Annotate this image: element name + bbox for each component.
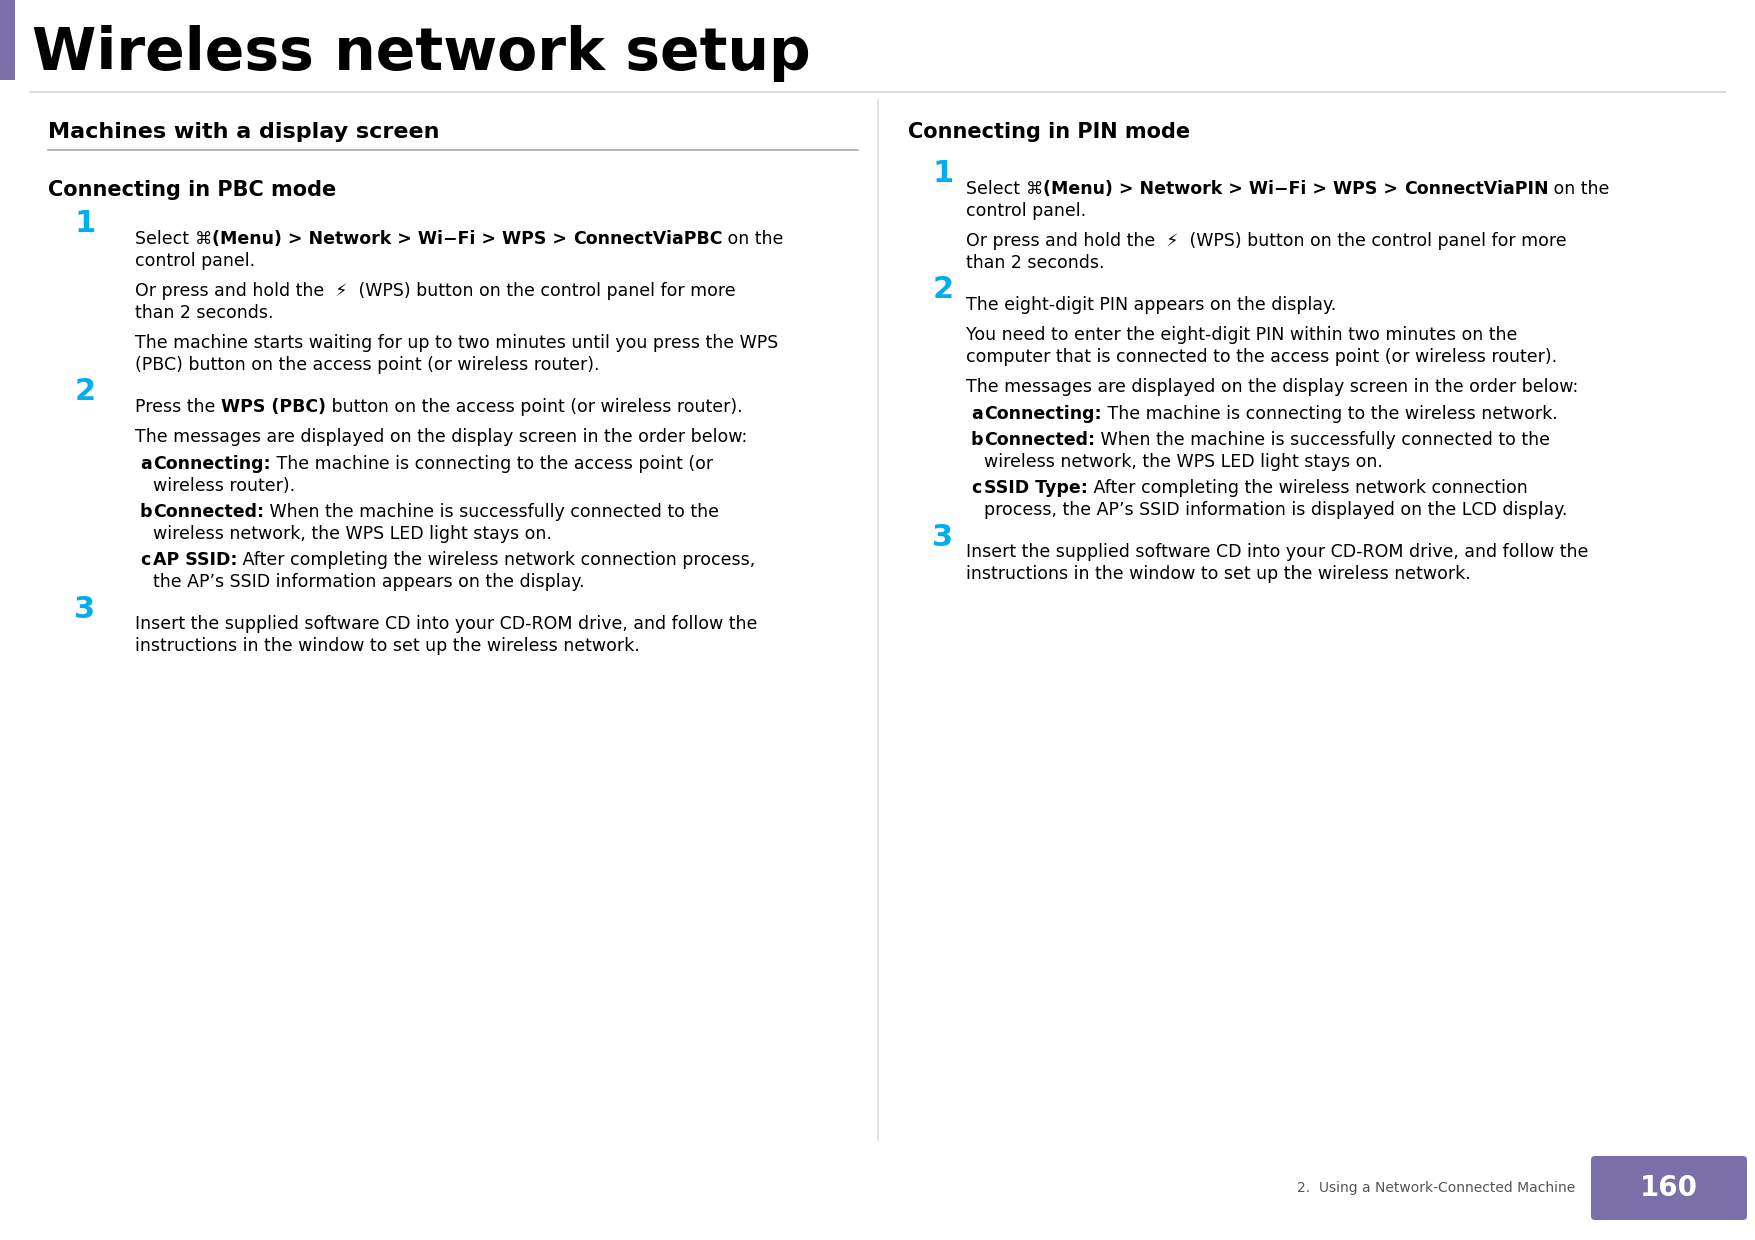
Text: wireless network, the WPS LED light stays on.: wireless network, the WPS LED light stay… bbox=[985, 453, 1383, 471]
Text: on the: on the bbox=[723, 229, 784, 248]
Text: a: a bbox=[971, 405, 983, 423]
Text: button on the access point (or wireless router).: button on the access point (or wireless … bbox=[326, 398, 742, 415]
FancyBboxPatch shape bbox=[1592, 1156, 1746, 1220]
Text: on the: on the bbox=[1548, 180, 1609, 198]
Text: a: a bbox=[140, 455, 151, 472]
Text: instructions in the window to set up the wireless network.: instructions in the window to set up the… bbox=[135, 637, 641, 655]
Text: 1: 1 bbox=[74, 210, 95, 238]
Text: The machine is connecting to the access point (or: The machine is connecting to the access … bbox=[270, 455, 713, 472]
Text: After completing the wireless network connection process,: After completing the wireless network co… bbox=[237, 551, 756, 569]
Text: Select: Select bbox=[965, 180, 1025, 198]
Text: You need to enter the eight-digit PIN within two minutes on the: You need to enter the eight-digit PIN wi… bbox=[965, 326, 1518, 343]
Text: 1: 1 bbox=[932, 160, 953, 188]
Text: Connecting in PIN mode: Connecting in PIN mode bbox=[907, 122, 1190, 143]
Text: AP SSID:: AP SSID: bbox=[153, 551, 237, 569]
Text: Wireless network setup: Wireless network setup bbox=[32, 25, 811, 82]
Text: WPS (PBC): WPS (PBC) bbox=[221, 398, 326, 415]
Text: (PBC) button on the access point (or wireless router).: (PBC) button on the access point (or wir… bbox=[135, 356, 600, 374]
Text: ConnectViaPBC: ConnectViaPBC bbox=[572, 229, 723, 248]
Text: control panel.: control panel. bbox=[135, 252, 254, 270]
Text: than 2 seconds.: than 2 seconds. bbox=[965, 254, 1104, 272]
Text: 160: 160 bbox=[1639, 1174, 1699, 1202]
Text: Connecting in PBC mode: Connecting in PBC mode bbox=[47, 180, 337, 200]
Text: ConnectViaPIN: ConnectViaPIN bbox=[1404, 180, 1548, 198]
Text: Machines with a display screen: Machines with a display screen bbox=[47, 122, 439, 143]
Text: Or press and hold the  ⚡  (WPS) button on the control panel for more: Or press and hold the ⚡ (WPS) button on … bbox=[965, 232, 1567, 250]
Text: b: b bbox=[140, 503, 153, 521]
Text: 3: 3 bbox=[74, 594, 95, 624]
Text: than 2 seconds.: than 2 seconds. bbox=[135, 304, 274, 322]
Text: 2: 2 bbox=[932, 275, 953, 305]
Text: After completing the wireless network connection: After completing the wireless network co… bbox=[1088, 479, 1527, 497]
Text: Connected:: Connected: bbox=[153, 503, 263, 521]
Text: The machine is connecting to the wireless network.: The machine is connecting to the wireles… bbox=[1102, 405, 1557, 423]
Text: c: c bbox=[140, 551, 151, 569]
Text: Connecting:: Connecting: bbox=[153, 455, 270, 472]
Text: The machine starts waiting for up to two minutes until you press the WPS: The machine starts waiting for up to two… bbox=[135, 334, 777, 352]
Text: Or press and hold the  ⚡  (WPS) button on the control panel for more: Or press and hold the ⚡ (WPS) button on … bbox=[135, 281, 735, 300]
Text: b: b bbox=[971, 432, 983, 449]
Text: (Menu) > Network > Wi−Fi > WPS >: (Menu) > Network > Wi−Fi > WPS > bbox=[212, 229, 572, 248]
Text: 3: 3 bbox=[932, 522, 953, 552]
Text: ⌘: ⌘ bbox=[195, 229, 212, 248]
Text: 2.  Using a Network-Connected Machine: 2. Using a Network-Connected Machine bbox=[1297, 1180, 1574, 1195]
Text: ⌘: ⌘ bbox=[1025, 180, 1042, 198]
Text: Insert the supplied software CD into your CD-ROM drive, and follow the: Insert the supplied software CD into you… bbox=[965, 543, 1588, 560]
Bar bbox=[0, 0, 16, 81]
Text: The eight-digit PIN appears on the display.: The eight-digit PIN appears on the displ… bbox=[965, 296, 1336, 314]
Text: Connecting:: Connecting: bbox=[985, 405, 1102, 423]
Text: When the machine is successfully connected to the: When the machine is successfully connect… bbox=[263, 503, 720, 521]
Text: c: c bbox=[971, 479, 981, 497]
Text: instructions in the window to set up the wireless network.: instructions in the window to set up the… bbox=[965, 565, 1471, 583]
Text: SSID Type:: SSID Type: bbox=[985, 479, 1088, 497]
Text: The messages are displayed on the display screen in the order below:: The messages are displayed on the displa… bbox=[135, 428, 748, 446]
Text: the AP’s SSID information appears on the display.: the AP’s SSID information appears on the… bbox=[153, 573, 584, 591]
Text: When the machine is successfully connected to the: When the machine is successfully connect… bbox=[1095, 432, 1550, 449]
Text: process, the AP’s SSID information is displayed on the LCD display.: process, the AP’s SSID information is di… bbox=[985, 501, 1567, 520]
Text: Press the: Press the bbox=[135, 398, 221, 415]
Text: Select: Select bbox=[135, 229, 195, 248]
Text: The messages are displayed on the display screen in the order below:: The messages are displayed on the displa… bbox=[965, 378, 1578, 396]
Text: Insert the supplied software CD into your CD-ROM drive, and follow the: Insert the supplied software CD into you… bbox=[135, 615, 758, 632]
Text: computer that is connected to the access point (or wireless router).: computer that is connected to the access… bbox=[965, 348, 1557, 366]
Text: 2: 2 bbox=[74, 377, 95, 407]
Text: Connected:: Connected: bbox=[985, 432, 1095, 449]
Text: control panel.: control panel. bbox=[965, 202, 1086, 219]
Text: (Menu) > Network > Wi−Fi > WPS >: (Menu) > Network > Wi−Fi > WPS > bbox=[1042, 180, 1404, 198]
Text: wireless router).: wireless router). bbox=[153, 477, 295, 495]
Text: wireless network, the WPS LED light stays on.: wireless network, the WPS LED light stay… bbox=[153, 525, 551, 543]
